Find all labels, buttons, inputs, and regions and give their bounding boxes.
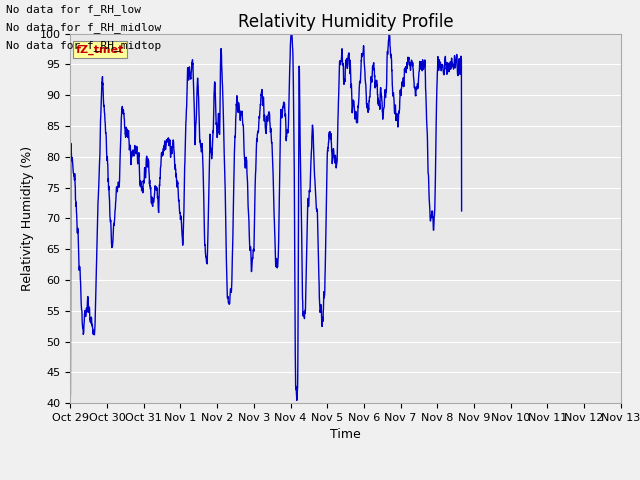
X-axis label: Time: Time — [330, 429, 361, 442]
Legend: 22m: 22m — [305, 475, 386, 480]
Y-axis label: Relativity Humidity (%): Relativity Humidity (%) — [21, 146, 34, 291]
Text: No data for f_RH_low: No data for f_RH_low — [6, 4, 141, 15]
Text: No data for f_RH_midtop: No data for f_RH_midtop — [6, 40, 162, 51]
Text: No data for f_RH_midlow: No data for f_RH_midlow — [6, 22, 162, 33]
Text: fZ_tmet: fZ_tmet — [76, 45, 124, 55]
Title: Relativity Humidity Profile: Relativity Humidity Profile — [238, 12, 453, 31]
